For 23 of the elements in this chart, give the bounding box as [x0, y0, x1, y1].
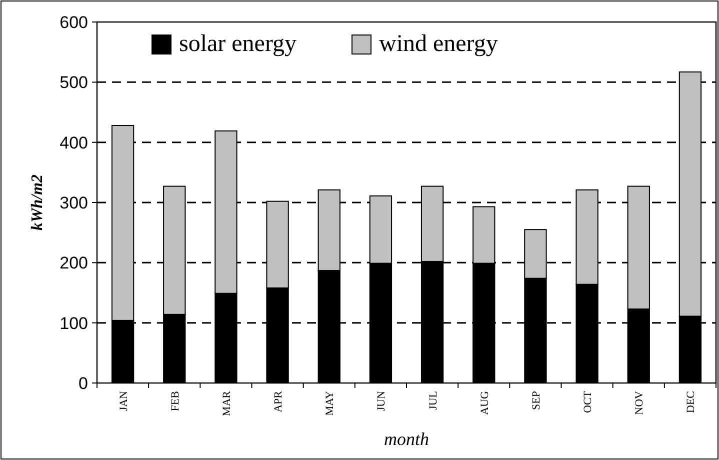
x-tick-label: OCT [582, 390, 594, 413]
x-tick-label: JAN [118, 390, 130, 412]
x-tick-label: APR [272, 390, 285, 412]
y-tick-label: 0 [78, 374, 88, 393]
y-tick-label: 400 [60, 133, 88, 152]
y-tick-label: 300 [60, 193, 88, 212]
x-tick-label: JUN [376, 390, 388, 412]
legend-label: solar energy [179, 31, 297, 57]
x-tick-label: MAY [324, 390, 336, 416]
y-axis-title: kWh/m2 [29, 174, 46, 231]
x-tick-label: AUG [478, 390, 491, 415]
x-tick-label: FEB [169, 391, 182, 412]
y-tick-label: 100 [60, 314, 88, 333]
x-axis-title: month [384, 429, 429, 449]
x-tick-label: MAR [220, 390, 233, 416]
x-tick-label: SEP [530, 391, 542, 410]
x-tick-label: NOV [634, 390, 646, 415]
legend-label: wind energy [379, 31, 498, 57]
y-tick-label: 200 [60, 254, 88, 273]
x-tick-label: JUL [427, 390, 440, 410]
y-tick-label: 500 [60, 73, 88, 92]
y-tick-label: 600 [60, 12, 88, 32]
x-tick-label: DEC [685, 391, 698, 413]
